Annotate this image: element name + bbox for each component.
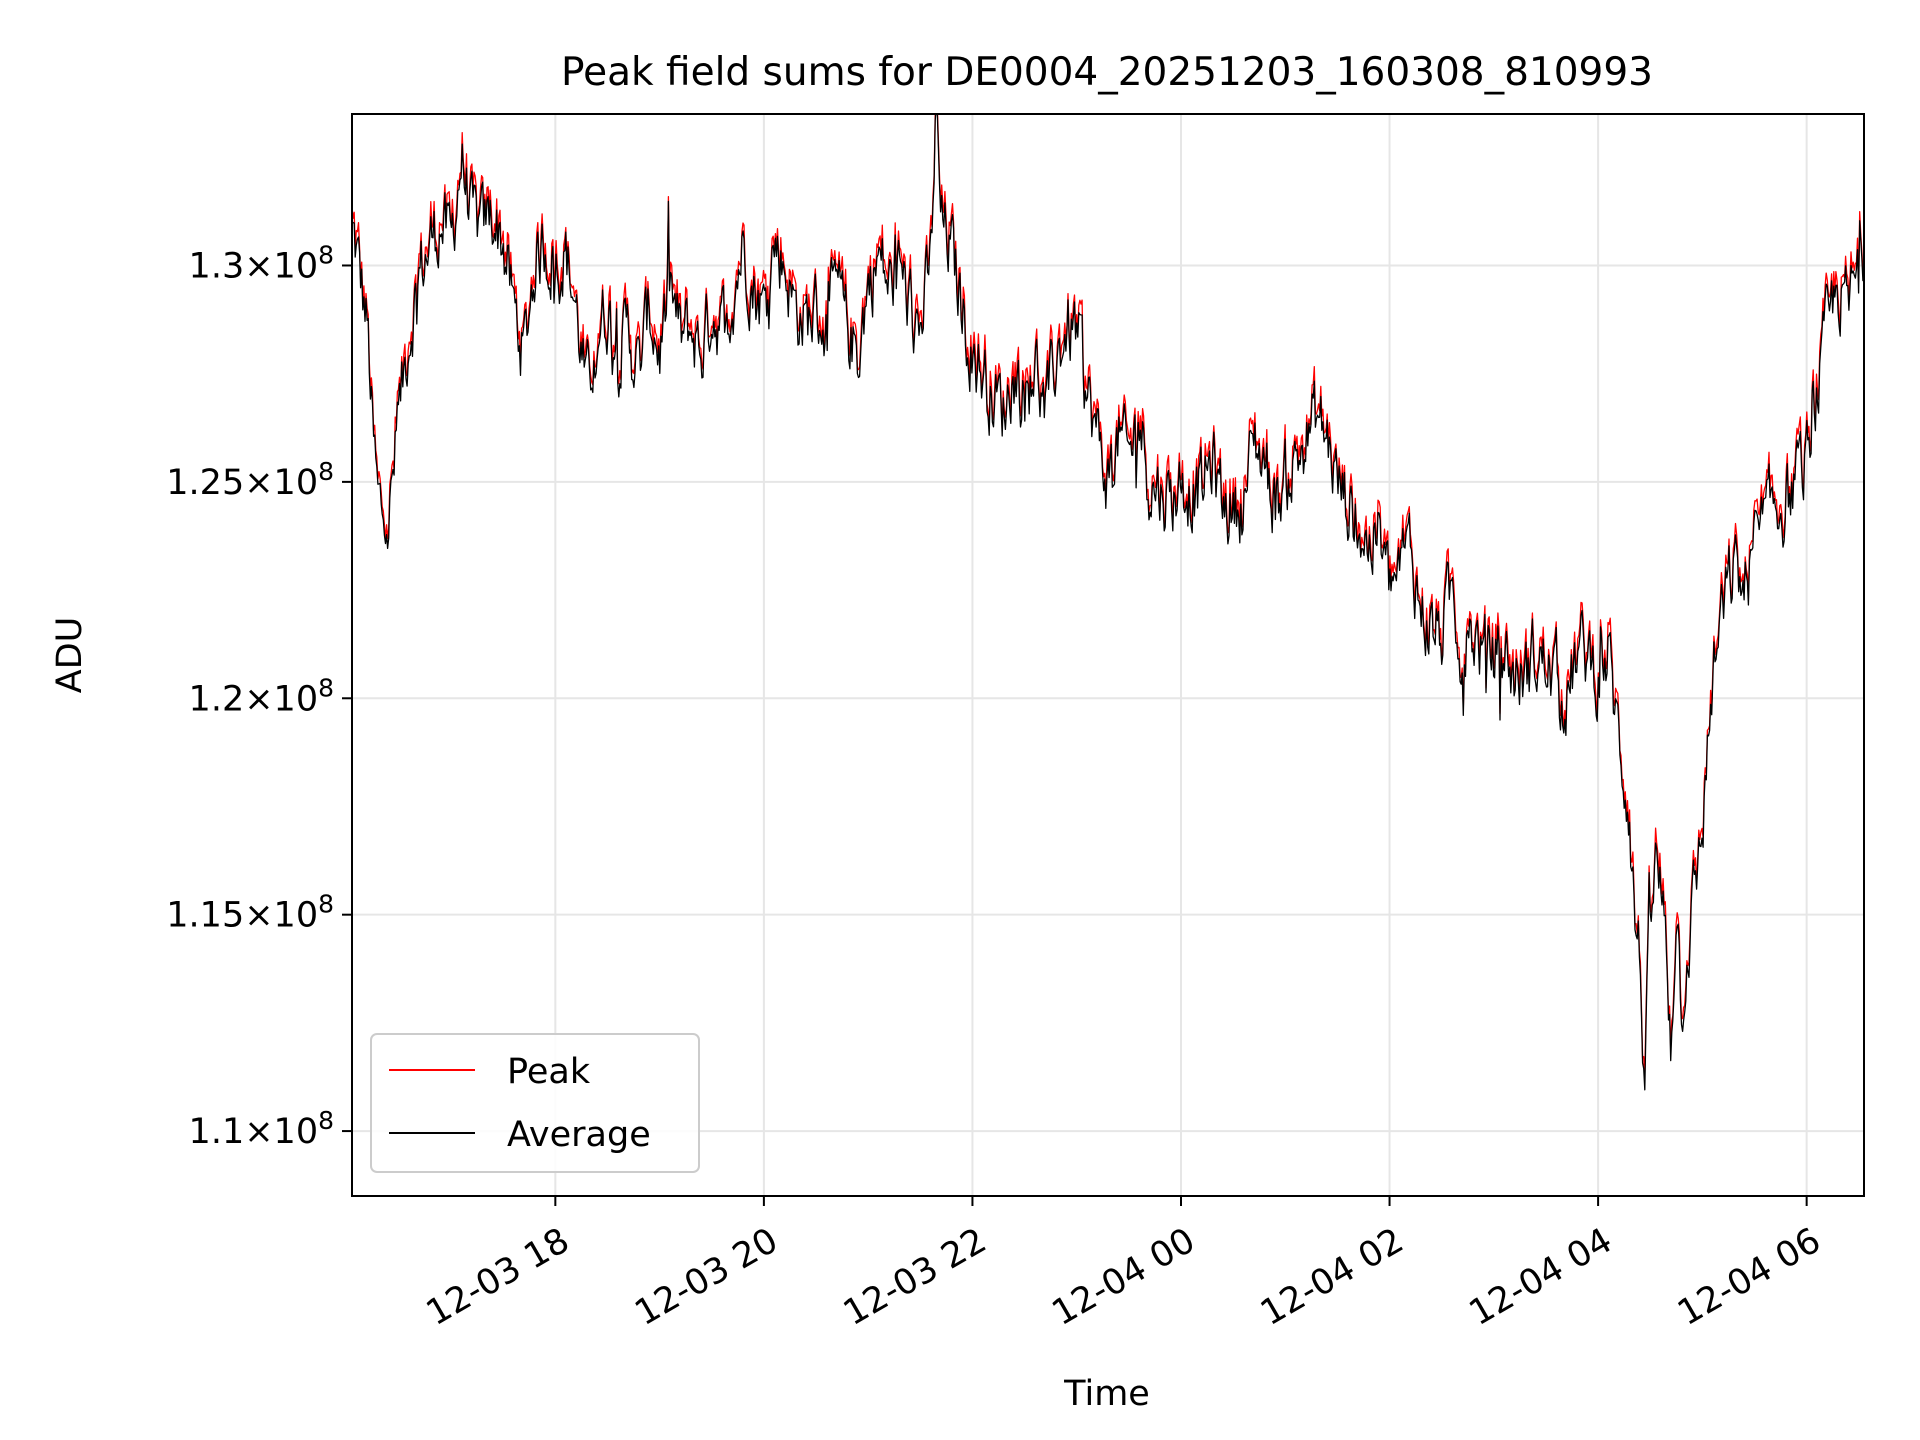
y-tick-exponent: 8	[318, 1106, 334, 1135]
grid	[352, 114, 1864, 1196]
y-tick-label: 1.3×108	[189, 240, 334, 286]
legend-peak-label: Peak	[507, 1052, 591, 1092]
legend: Peak Average	[370, 1033, 700, 1173]
y-tick-times: ×10	[244, 1112, 318, 1152]
y-tick-mantissa: 1.15	[166, 896, 244, 936]
y-tick-times: ×10	[244, 246, 318, 286]
series-lines	[352, 114, 1864, 1091]
y-tick-exponent: 8	[318, 673, 334, 702]
y-tick-exponent: 8	[318, 457, 334, 486]
y-tick-mantissa: 1.3	[189, 246, 245, 286]
y-tick-label: 1.2×108	[189, 673, 334, 719]
plot-frame	[351, 113, 1865, 1197]
y-tick-mantissa: 1.1	[189, 1112, 245, 1152]
y-tick-mantissa: 1.25	[166, 463, 244, 503]
y-tick-label: 1.1×108	[189, 1106, 334, 1152]
y-axis-label: ADU	[50, 617, 90, 694]
y-tick-times: ×10	[244, 679, 318, 719]
y-tick-exponent: 8	[318, 890, 334, 919]
y-tick-label: 1.25×108	[166, 457, 334, 503]
legend-box	[370, 1033, 700, 1173]
y-tick-times: ×10	[244, 896, 318, 936]
y-tick-exponent: 8	[318, 240, 334, 269]
chart-title: Peak field sums for DE0004_20251203_1603…	[561, 50, 1653, 95]
x-axis-label: Time	[1063, 1374, 1150, 1414]
y-tick-times: ×10	[244, 463, 318, 503]
series-line-average	[352, 114, 1864, 1091]
legend-average-label: Average	[507, 1115, 651, 1155]
y-tick-mantissa: 1.2	[189, 679, 245, 719]
y-tick-label: 1.15×108	[166, 890, 334, 936]
